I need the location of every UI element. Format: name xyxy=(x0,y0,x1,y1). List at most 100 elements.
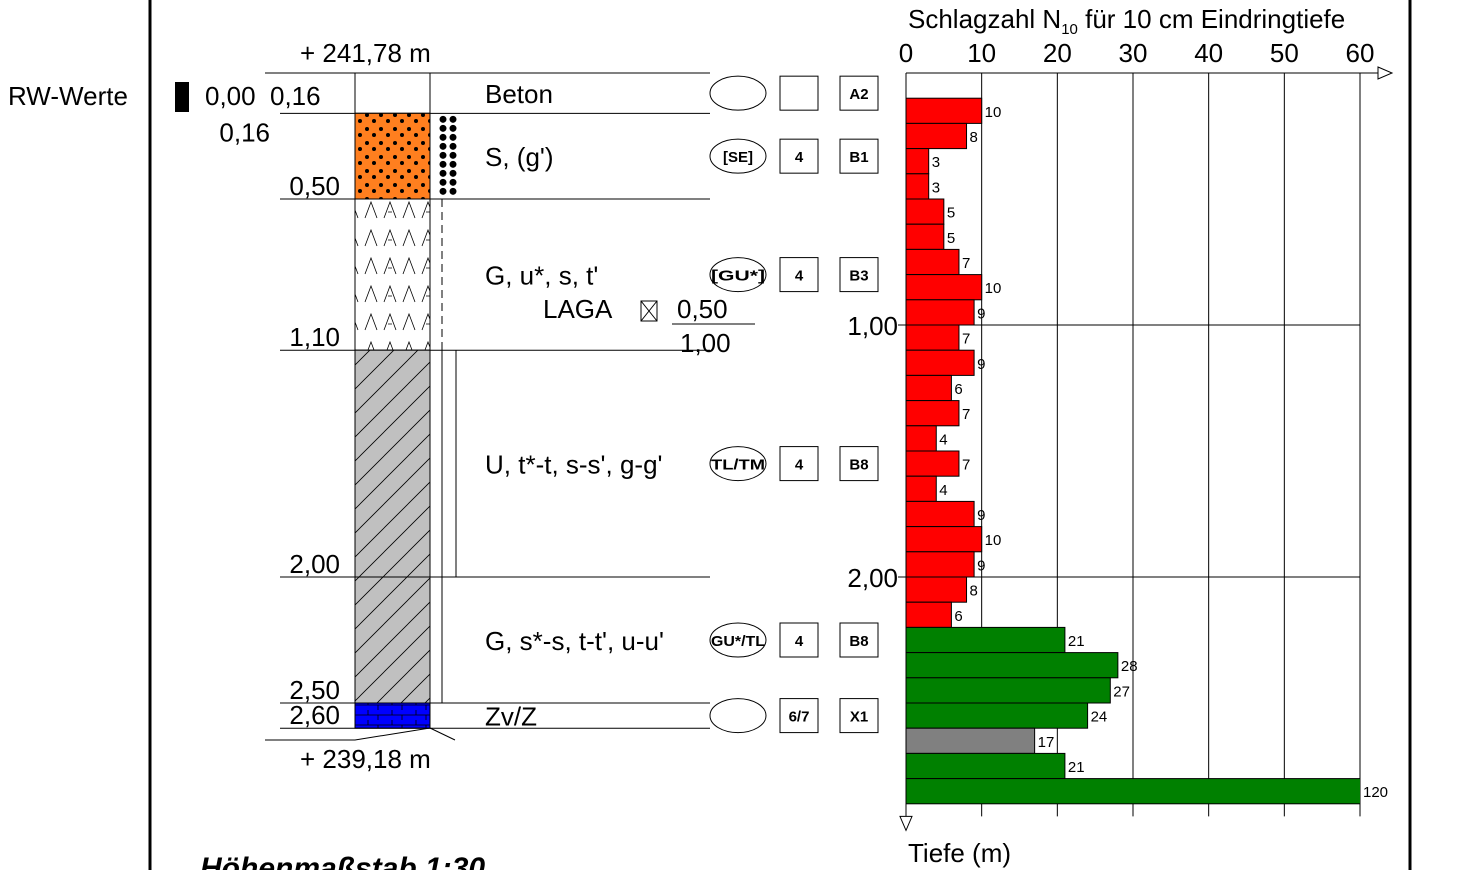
value-label: 28 xyxy=(1121,658,1138,675)
bottom-elevation: + 239,18 m xyxy=(300,744,431,774)
bar xyxy=(906,198,945,225)
y-tick-label: 1,00 xyxy=(847,311,898,341)
sample-box xyxy=(839,446,879,482)
gravel-dot xyxy=(439,151,447,159)
sample-label: A2 xyxy=(849,86,868,103)
x-tick-label: 10 xyxy=(967,38,996,68)
x-tick-label: 60 xyxy=(1346,38,1375,68)
bar xyxy=(906,324,960,351)
bar xyxy=(906,349,975,376)
group-ellipse xyxy=(709,75,767,111)
gravel-dot xyxy=(449,178,457,186)
bar xyxy=(906,576,968,603)
axis-title-part: 10 xyxy=(1061,21,1078,38)
bar xyxy=(906,97,983,124)
value-label: 6 xyxy=(954,381,962,398)
gravel-dot xyxy=(439,133,447,141)
gravel-dot xyxy=(439,178,447,186)
value-label: 5 xyxy=(947,230,955,247)
x-tick-label: 0 xyxy=(899,38,913,68)
value-label: 4 xyxy=(939,482,947,499)
bar xyxy=(906,425,937,452)
class-box xyxy=(779,257,819,293)
top-label: 0,00 xyxy=(205,81,256,111)
value-label: 7 xyxy=(962,331,970,348)
axis-title: Schlagzahl N10 für 10 cm Eindringtiefe xyxy=(908,4,1345,38)
value-label: 21 xyxy=(1068,759,1085,776)
x-tick-label: 40 xyxy=(1194,38,1223,68)
value-label: 3 xyxy=(932,154,940,171)
group-ellipse xyxy=(709,257,767,293)
chart: Schlagzahl N10 für 10 cm EindringtiefeTi… xyxy=(847,4,1394,868)
gravel-dot xyxy=(449,115,457,123)
sample-label: B8 xyxy=(849,457,868,474)
layer-description: U, t*-t, s-s', g-g' xyxy=(485,450,663,480)
class-box xyxy=(779,138,819,174)
bar xyxy=(906,652,1119,679)
gravel-dot xyxy=(439,115,447,123)
bar xyxy=(906,299,975,326)
group-ellipse xyxy=(709,698,767,734)
bar xyxy=(906,727,1036,754)
layer-description: S, (g') xyxy=(485,142,554,172)
gravel-dot xyxy=(439,124,447,132)
rw-label: RW-Werte xyxy=(8,81,128,111)
sample-box xyxy=(839,622,879,658)
value-label: 10 xyxy=(985,280,1002,297)
gravel-dot xyxy=(439,169,447,177)
class-label: 4 xyxy=(795,633,804,650)
value-label: 3 xyxy=(932,179,940,196)
group-ellipse xyxy=(709,446,767,482)
log: 0,16 Beton A2 0,50 S, (g') [SE] 4 B1 1,10 G, u*, … xyxy=(219,72,879,734)
sample-box xyxy=(839,257,879,293)
sample-box xyxy=(839,698,879,734)
gravel-dot xyxy=(439,160,447,168)
value-label: 21 xyxy=(1068,633,1085,650)
class-label: 6/7 xyxy=(789,709,810,726)
x-tick-label: 30 xyxy=(1119,38,1148,68)
top-label: 0,16 xyxy=(270,81,321,111)
sample-label: B8 xyxy=(849,633,868,650)
soil-layer xyxy=(354,198,431,351)
value-label: 8 xyxy=(970,129,978,146)
layer-description: G, s*-s, t-t', u-u' xyxy=(485,626,664,656)
bar xyxy=(906,274,983,301)
bar xyxy=(906,500,975,528)
depth-label: 2,60 xyxy=(289,700,340,730)
gravel-dot xyxy=(449,187,457,195)
class-label: 4 xyxy=(795,457,804,474)
bar xyxy=(906,677,1111,704)
soil-layer xyxy=(354,72,431,114)
group-label: [SE] xyxy=(723,149,753,166)
soil-layer xyxy=(354,576,431,704)
group-label: GU*/TL xyxy=(711,633,765,650)
gravel-dot xyxy=(439,142,447,150)
group-ellipse xyxy=(709,622,767,658)
class-label: 4 xyxy=(795,268,804,285)
sample-label: B3 xyxy=(849,268,868,285)
laga-to: 1,00 xyxy=(680,328,731,358)
depth-label: 1,10 xyxy=(289,322,340,352)
axis-title-part: für 10 cm Eindringtiefe xyxy=(1078,4,1345,34)
value-label: 9 xyxy=(977,305,985,322)
bar xyxy=(906,752,1066,780)
bar xyxy=(906,122,968,150)
group-label: TL/TM xyxy=(711,457,765,474)
sample-label: X1 xyxy=(850,709,868,726)
laga-from: 0,50 xyxy=(677,294,728,324)
sample-box xyxy=(839,75,879,111)
bar xyxy=(906,148,930,175)
value-label: 8 xyxy=(970,583,978,600)
soil-layer xyxy=(354,112,431,200)
bar xyxy=(906,400,960,427)
depth-label: 2,00 xyxy=(289,549,340,579)
sample-box xyxy=(839,138,879,174)
bar xyxy=(906,450,960,477)
value-label: 5 xyxy=(947,205,955,222)
x-tick-label: 20 xyxy=(1043,38,1072,68)
class-label: 4 xyxy=(795,149,804,166)
value-label: 10 xyxy=(985,532,1002,549)
laga-box xyxy=(640,300,658,322)
value-label: 7 xyxy=(962,457,970,474)
